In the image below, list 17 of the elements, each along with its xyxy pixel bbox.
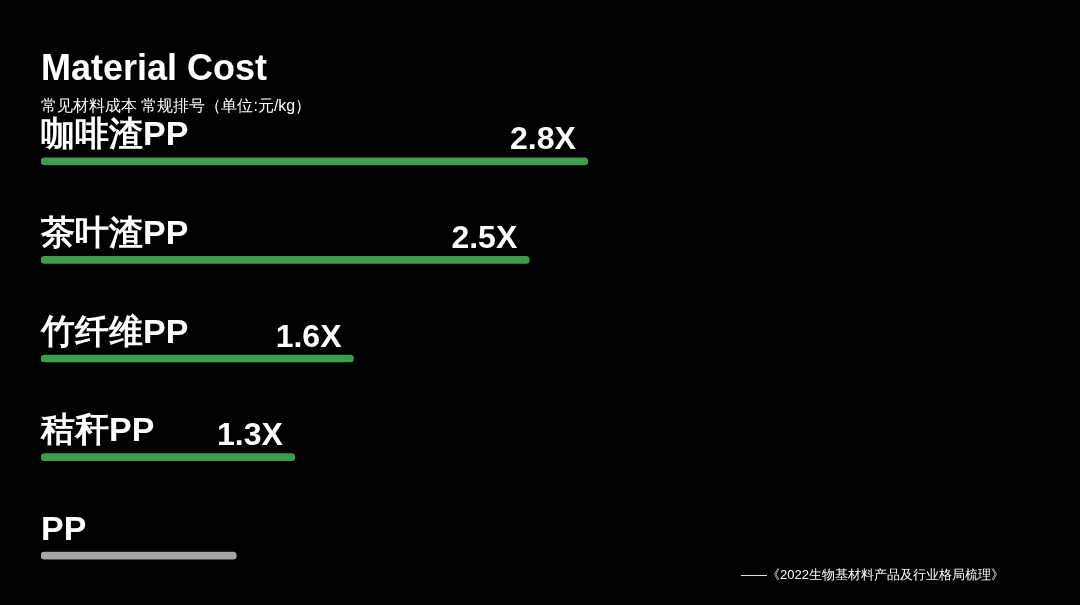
data-label: 2.5X	[451, 218, 518, 255]
y-tick-label: 竹纤维PP	[40, 311, 189, 350]
chart-title: Material Cost	[41, 47, 268, 88]
bar	[41, 157, 589, 166]
bar	[41, 256, 530, 264]
text: ——《2022生物基材料产品及行业格局梳理》	[741, 566, 1004, 584]
bar	[41, 453, 296, 461]
bar	[41, 551, 237, 560]
y-tick-label: 秸秆PP	[40, 410, 155, 449]
data-label: 1.6X	[275, 317, 343, 354]
y-tick-label: PP	[41, 508, 87, 547]
bar	[41, 354, 354, 363]
data-label: 2.8X	[510, 120, 577, 157]
data-label: 1.3X	[217, 416, 284, 453]
y-tick-label: 咖啡渣PP	[41, 114, 189, 153]
y-tick-label: 茶叶渣PP	[40, 212, 189, 251]
text: 常见材料成本 常规排号（单位:元/kg）	[41, 96, 312, 116]
